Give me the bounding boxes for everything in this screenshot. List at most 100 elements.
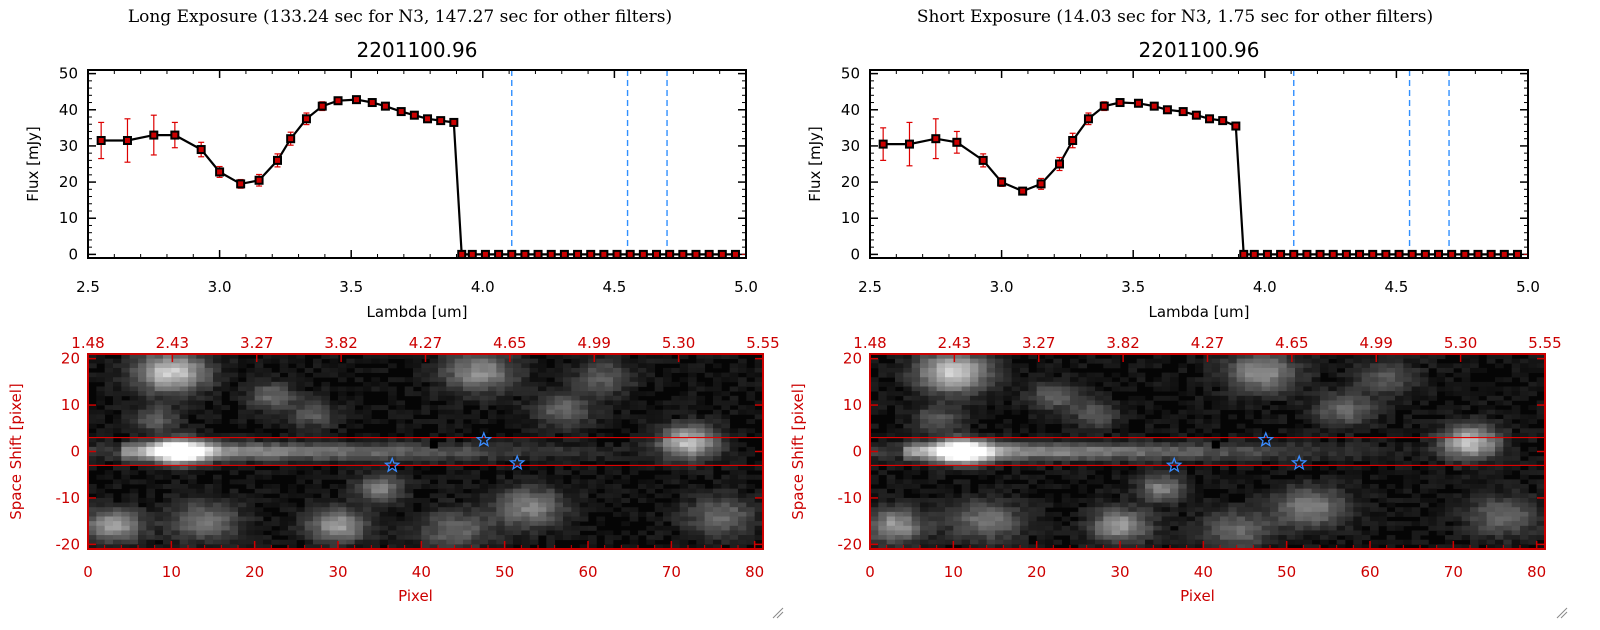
image-pixel xyxy=(354,497,364,503)
image-pixel xyxy=(146,479,156,485)
image-pixel xyxy=(1036,377,1046,383)
image-pixel xyxy=(504,511,514,517)
image-pixel xyxy=(870,502,879,508)
image-pixel xyxy=(961,428,971,434)
image-pixel xyxy=(321,511,331,517)
image-pixel xyxy=(138,525,147,531)
image-pixel xyxy=(688,372,697,378)
image-pixel xyxy=(313,488,322,494)
image-pixel xyxy=(229,497,239,503)
image-pixel xyxy=(413,539,422,545)
image-pixel xyxy=(588,497,597,503)
image-pixel xyxy=(1036,367,1046,373)
image-pixel xyxy=(279,419,289,425)
image-pixel xyxy=(1003,511,1013,517)
image-pixel xyxy=(321,539,331,545)
image-pixel xyxy=(371,479,381,485)
image-pixel xyxy=(1220,502,1229,508)
image-pixel xyxy=(1136,363,1146,369)
image-pixel xyxy=(978,497,988,503)
x-axis-label: Lambda [um] xyxy=(1149,303,1250,321)
image-pixel xyxy=(713,391,722,397)
image-pixel xyxy=(146,381,156,387)
image-pixel xyxy=(521,400,531,406)
image-pixel xyxy=(129,414,139,420)
image-pixel xyxy=(413,446,422,452)
image-pixel xyxy=(970,358,979,364)
image-pixel xyxy=(953,395,963,401)
image-pixel xyxy=(654,381,664,387)
image-pixel xyxy=(571,377,581,383)
image-pixel xyxy=(546,488,556,494)
image-pixel xyxy=(738,465,747,471)
image-pixel xyxy=(1070,363,1079,369)
image-pixel xyxy=(1203,521,1213,527)
image-pixel xyxy=(1211,367,1221,373)
image-pixel xyxy=(1211,419,1221,425)
image-pixel xyxy=(1061,474,1071,480)
image-pixel xyxy=(613,354,622,360)
image-pixel xyxy=(1086,372,1096,378)
image-pixel xyxy=(1153,465,1163,471)
image-pixel xyxy=(296,432,306,438)
image-pixel xyxy=(338,437,347,443)
image-pixel xyxy=(554,479,564,485)
image-pixel xyxy=(1203,428,1213,434)
image-pixel xyxy=(396,530,406,536)
image-pixel xyxy=(221,521,231,527)
image-pixel xyxy=(604,539,614,545)
image-pixel xyxy=(671,456,681,462)
image-pixel xyxy=(496,442,506,448)
wavelength-tick-label: 2.43 xyxy=(156,334,189,352)
image-pixel xyxy=(920,395,929,401)
image-pixel xyxy=(870,446,879,452)
image-pixel xyxy=(1011,535,1021,541)
image-pixel xyxy=(113,358,122,364)
image-pixel xyxy=(171,465,181,471)
image-pixel xyxy=(579,535,589,541)
image-pixel xyxy=(1036,446,1046,452)
image-pixel xyxy=(638,419,647,425)
image-pixel xyxy=(163,405,172,411)
image-pixel xyxy=(621,456,631,462)
image-pixel xyxy=(1211,377,1221,383)
image-pixel xyxy=(1078,497,1088,503)
image-pixel xyxy=(429,535,439,541)
image-pixel xyxy=(1178,479,1188,485)
image-pixel xyxy=(895,354,904,360)
image-pixel xyxy=(721,442,731,448)
image-pixel xyxy=(213,386,222,392)
image-pixel xyxy=(163,381,172,387)
image-pixel xyxy=(1220,354,1229,360)
image-pixel xyxy=(146,446,156,452)
image-pixel xyxy=(953,358,963,364)
image-pixel xyxy=(221,539,231,545)
data-point xyxy=(1068,136,1078,145)
image-pixel xyxy=(1120,414,1129,420)
image-pixel xyxy=(1145,521,1154,527)
image-pixel xyxy=(138,414,147,420)
image-pixel xyxy=(970,544,979,550)
image-pixel xyxy=(704,437,714,443)
image-pixel xyxy=(354,502,364,508)
image-pixel xyxy=(96,525,106,531)
resize-grip-icon[interactable] xyxy=(772,607,784,619)
image-pixel xyxy=(329,484,339,490)
image-pixel xyxy=(1111,530,1121,536)
image-pixel xyxy=(579,405,589,411)
image-pixel xyxy=(229,451,239,457)
image-pixel xyxy=(338,409,347,415)
data-point xyxy=(1262,249,1272,259)
image-pixel xyxy=(638,400,647,406)
image-pixel xyxy=(679,456,689,462)
image-pixel xyxy=(154,381,164,387)
image-pixel xyxy=(138,358,147,364)
image-pixel xyxy=(296,451,306,457)
image-pixel xyxy=(363,432,372,438)
image-pixel xyxy=(986,442,996,448)
image-pixel xyxy=(1186,502,1196,508)
image-pixel xyxy=(1011,395,1021,401)
image-pixel xyxy=(121,354,131,360)
image-pixel xyxy=(1186,497,1196,503)
image-pixel xyxy=(504,367,514,373)
